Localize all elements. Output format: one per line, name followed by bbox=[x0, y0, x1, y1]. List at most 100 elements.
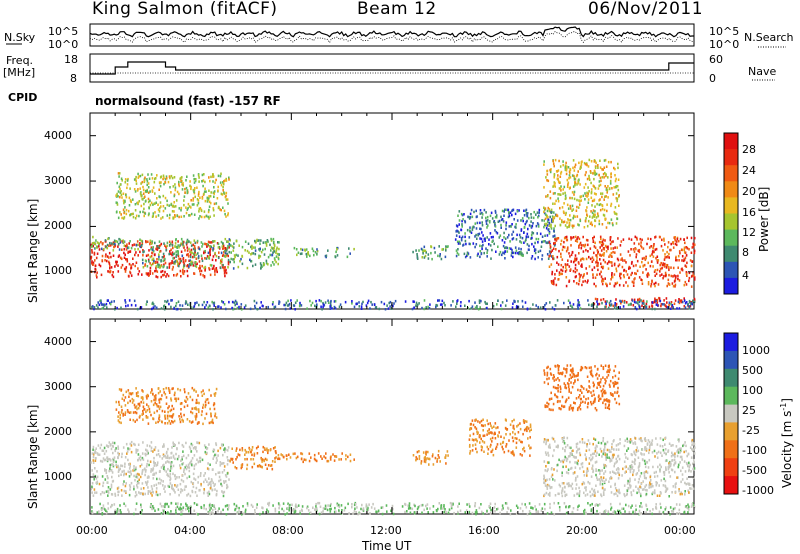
power-cell bbox=[569, 204, 572, 208]
velocity-cell bbox=[482, 418, 484, 421]
velocity-cell bbox=[475, 438, 478, 441]
power-cell bbox=[673, 274, 676, 277]
power-cell bbox=[196, 239, 199, 243]
power-cell bbox=[603, 159, 606, 162]
power-cell bbox=[565, 167, 568, 170]
velocity-cell bbox=[127, 458, 129, 462]
power-cell bbox=[554, 273, 556, 276]
power-cell bbox=[640, 244, 642, 247]
velocity-cell bbox=[94, 474, 97, 478]
power-cell bbox=[202, 179, 205, 182]
velocity-cell bbox=[253, 452, 256, 455]
power-cell bbox=[599, 159, 601, 162]
velocity-cell bbox=[157, 420, 159, 424]
power-cell bbox=[547, 241, 549, 244]
power-cell bbox=[525, 238, 527, 241]
velocity-cell bbox=[187, 392, 190, 395]
power-cell bbox=[686, 247, 689, 250]
power-cell bbox=[565, 161, 567, 165]
power-cell bbox=[166, 214, 169, 217]
velocity-cell bbox=[142, 397, 144, 400]
power-cell bbox=[566, 226, 568, 229]
power-cell bbox=[198, 210, 200, 213]
velocity-cell bbox=[128, 467, 131, 470]
power-cell bbox=[198, 217, 200, 220]
velocity-cell bbox=[305, 458, 307, 462]
velocity-cell bbox=[206, 398, 209, 401]
velocity-cell bbox=[493, 425, 495, 428]
velocity-cell bbox=[180, 488, 182, 491]
power-cell bbox=[327, 301, 330, 304]
velocity-cell bbox=[267, 451, 269, 455]
power-cell bbox=[685, 301, 688, 304]
velocity-cell bbox=[599, 397, 602, 401]
power-cell bbox=[613, 273, 616, 276]
velocity-cell bbox=[141, 413, 144, 416]
power-cell bbox=[198, 176, 200, 179]
velocity-cell bbox=[164, 410, 166, 413]
velocity-cell bbox=[162, 464, 164, 467]
power-cell bbox=[577, 206, 580, 209]
velocity-cell bbox=[198, 401, 200, 405]
power-cell bbox=[252, 252, 255, 255]
power-cell bbox=[163, 255, 165, 258]
velocity-cell bbox=[600, 378, 602, 381]
velocity-cell bbox=[124, 465, 126, 468]
power-cell bbox=[384, 308, 387, 311]
x-tick-1: 04:00 bbox=[174, 524, 206, 537]
power-cell bbox=[551, 270, 554, 274]
power-cell bbox=[141, 180, 144, 184]
velocity-cell bbox=[524, 427, 527, 431]
velocity-cell bbox=[272, 447, 275, 450]
power-cell bbox=[656, 298, 658, 302]
power-cell bbox=[562, 265, 564, 269]
power-cell bbox=[116, 306, 118, 310]
power-cell bbox=[440, 257, 443, 261]
power-cell bbox=[549, 215, 551, 219]
power-cell bbox=[130, 264, 132, 267]
power-cell bbox=[653, 243, 655, 246]
power-cell bbox=[136, 240, 139, 243]
power-cell bbox=[94, 259, 96, 262]
velocity-cell bbox=[208, 388, 210, 392]
velocity-cell bbox=[223, 481, 226, 484]
power-cell bbox=[553, 184, 555, 187]
velocity-cell bbox=[614, 397, 616, 401]
velocity-cell bbox=[601, 394, 604, 397]
power-cell bbox=[641, 279, 643, 282]
power-cell bbox=[675, 257, 677, 260]
velocity-cell bbox=[123, 399, 125, 402]
velocity-cell bbox=[607, 374, 610, 377]
velocity-region-0 bbox=[90, 440, 230, 498]
power-cell bbox=[634, 272, 636, 275]
power-cell bbox=[174, 242, 177, 245]
velocity-cell bbox=[557, 368, 560, 371]
power-cell bbox=[475, 215, 478, 219]
power-cell bbox=[609, 261, 612, 264]
power-cell bbox=[565, 235, 568, 239]
power-cell bbox=[156, 270, 159, 273]
power-cell bbox=[618, 194, 620, 197]
power-cell bbox=[684, 280, 687, 284]
y-tick-p1-2000: 2000 bbox=[44, 219, 72, 232]
power-cell bbox=[503, 236, 505, 239]
power-cell bbox=[222, 247, 224, 250]
power-tick-16: 16 bbox=[742, 206, 756, 219]
velocity-cell bbox=[604, 391, 607, 395]
power-cell bbox=[135, 251, 137, 254]
power-cell bbox=[129, 240, 131, 243]
power-cell bbox=[109, 302, 112, 306]
power-cell bbox=[222, 253, 225, 257]
velocity-cell bbox=[512, 425, 515, 428]
velocity-cell bbox=[303, 458, 306, 461]
velocity-cell bbox=[178, 493, 180, 497]
power-cell bbox=[217, 256, 220, 260]
power-cell bbox=[538, 211, 540, 214]
velocity-cell bbox=[184, 399, 186, 402]
velocity-cell bbox=[222, 491, 224, 494]
velocity-cell bbox=[173, 393, 176, 397]
power-cell bbox=[607, 196, 609, 199]
power-cell bbox=[551, 255, 553, 258]
velocity-cell bbox=[563, 382, 566, 385]
velocity-cell bbox=[128, 493, 131, 497]
